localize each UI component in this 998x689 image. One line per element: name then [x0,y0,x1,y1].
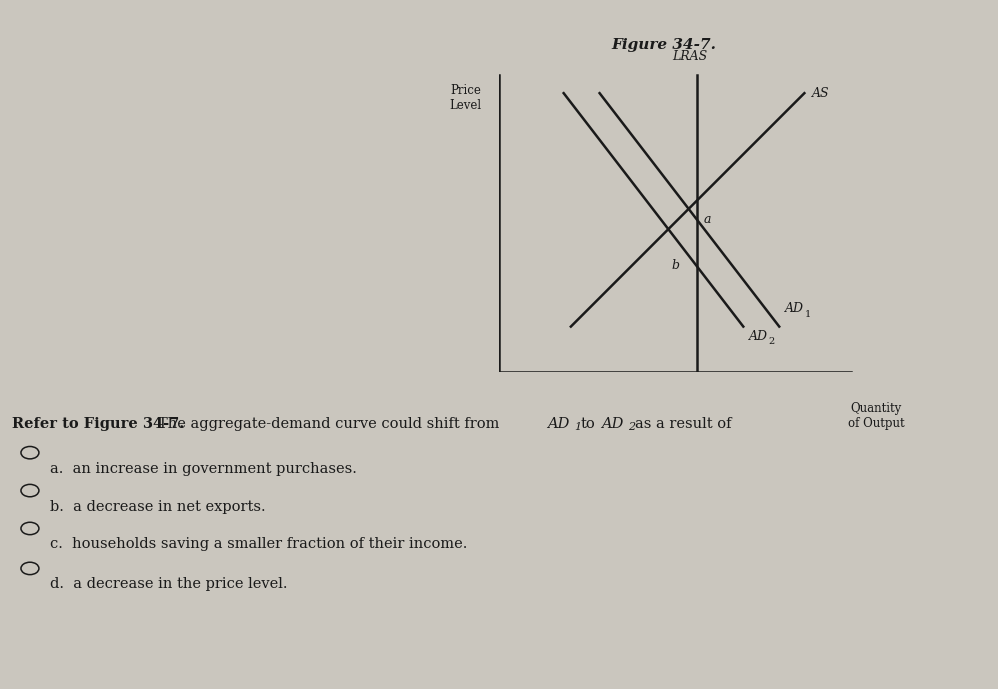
Text: AD: AD [784,302,803,316]
Text: a: a [704,213,712,226]
Text: 1: 1 [574,422,581,433]
Text: Figure 34-7.: Figure 34-7. [611,38,717,52]
Text: AD: AD [601,417,623,431]
Text: The aggregate-demand curve could shift from: The aggregate-demand curve could shift f… [158,417,499,431]
Text: AD: AD [547,417,569,431]
Text: AS: AS [811,87,829,100]
Text: as a result of: as a result of [635,417,732,431]
Text: c.  households saving a smaller fraction of their income.: c. households saving a smaller fraction … [50,537,467,551]
Text: AD: AD [748,329,767,342]
Text: Refer to Figure 34-7.: Refer to Figure 34-7. [12,417,185,431]
Text: LRAS: LRAS [672,50,707,63]
Text: 1: 1 [804,310,810,319]
Text: 2: 2 [628,422,635,433]
Text: 2: 2 [768,337,774,346]
Text: Quantity
of Output: Quantity of Output [848,402,904,431]
Text: Price
Level: Price Level [449,84,481,112]
Text: d.  a decrease in the price level.: d. a decrease in the price level. [50,577,287,591]
Text: b.  a decrease in net exports.: b. a decrease in net exports. [50,500,265,513]
Text: b: b [672,259,680,272]
Text: a.  an increase in government purchases.: a. an increase in government purchases. [50,462,356,475]
Text: to: to [581,417,596,431]
